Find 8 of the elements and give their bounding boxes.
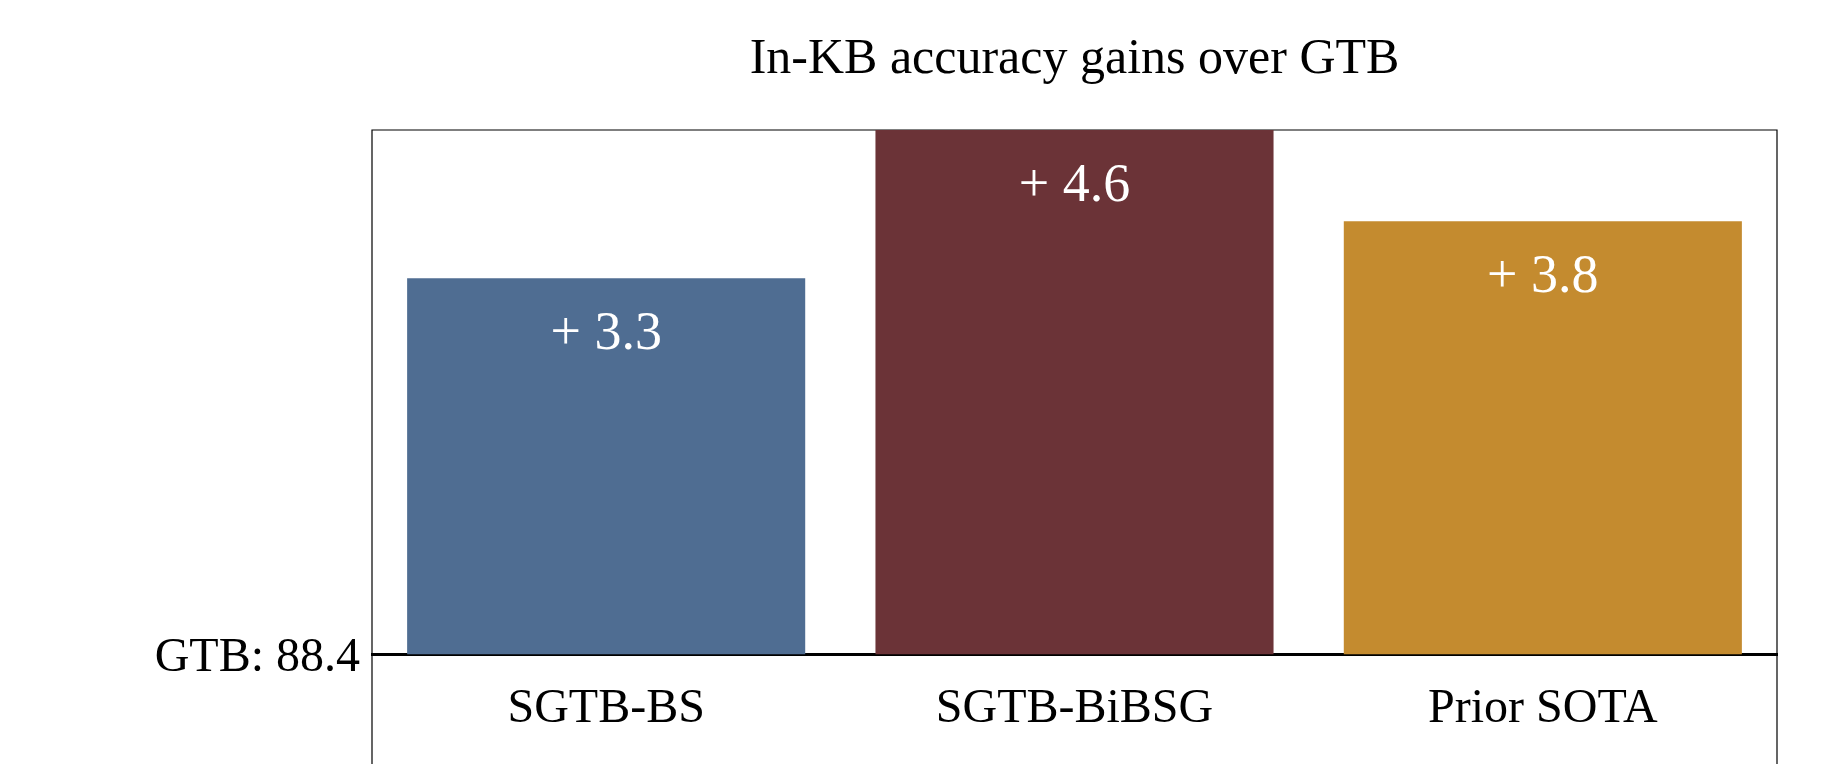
data-label: + 3.8 <box>1487 244 1599 305</box>
x-tick-label: SGTB-BiBSG <box>935 678 1214 732</box>
data-label: + 4.6 <box>1018 153 1131 214</box>
chart-title: In-KB accuracy gains over GTB <box>749 28 1400 85</box>
x-tick-label: SGTB-BS <box>507 678 705 732</box>
x-tick-label: Prior SOTA <box>1428 678 1658 732</box>
text: GTB: 88.4 <box>154 628 360 682</box>
data-label: + 3.3 <box>550 301 662 362</box>
